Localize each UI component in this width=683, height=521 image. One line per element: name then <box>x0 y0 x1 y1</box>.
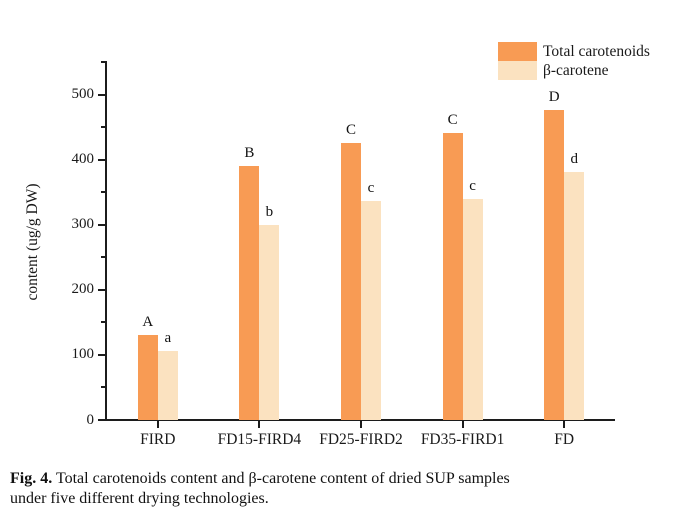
x-tick <box>258 421 261 428</box>
legend-entry-beta-carotene: β-carotene <box>498 61 650 80</box>
y-tick-label: 500 <box>71 86 95 103</box>
y-major-tick <box>98 93 105 96</box>
legend-label-total-carotenoids: Total carotenoids <box>543 42 650 60</box>
x-tick <box>461 421 464 428</box>
x-category-label: FD15-FIRD4 <box>217 431 302 448</box>
y-minor-tick <box>101 191 105 194</box>
legend-label-beta-carotene: β-carotene <box>543 61 609 79</box>
bar-beta-carotene <box>361 200 381 420</box>
caption-text-line1: Total carotenoids content and β-carotene… <box>55 470 510 487</box>
y-tick-label: 300 <box>71 216 95 233</box>
y-tick-label: 400 <box>71 151 95 168</box>
y-minor-tick <box>101 256 105 259</box>
bar-total-carotenoids <box>137 335 158 420</box>
significance-letter: c <box>367 179 375 196</box>
legend-swatch-beta-carotene <box>498 61 537 80</box>
x-category-label: FD25-FIRD2 <box>319 431 403 448</box>
significance-letter: A <box>142 314 154 331</box>
y-minor-tick <box>101 126 105 129</box>
significance-letter: C <box>447 111 458 128</box>
bar-total-carotenoids <box>341 142 361 420</box>
significance-letter: c <box>469 177 476 194</box>
x-category-label: FD <box>554 431 575 448</box>
caption-text-line2: under five different drying technologies… <box>10 489 269 507</box>
x-tick <box>156 421 159 428</box>
y-major-tick <box>98 353 105 356</box>
y-axis-title: content (ug/g DW) <box>24 183 41 301</box>
y-major-tick <box>98 223 105 226</box>
bar-beta-carotene <box>564 172 585 420</box>
y-tick-label: 0 <box>86 411 95 428</box>
x-tick <box>563 421 566 428</box>
x-tick <box>360 421 362 428</box>
bar-total-carotenoids <box>544 110 565 420</box>
bar-total-carotenoids <box>239 166 260 420</box>
bar-beta-carotene <box>259 224 280 420</box>
bar-beta-carotene <box>462 198 483 420</box>
y-minor-tick <box>101 61 105 63</box>
bar-total-carotenoids <box>442 132 463 420</box>
legend-swatch-total-carotenoids <box>498 42 537 61</box>
y-minor-tick <box>101 321 105 324</box>
significance-letter: D <box>548 89 560 106</box>
bar-beta-carotene <box>157 351 178 420</box>
x-category-label: FD35-FIRD1 <box>420 431 505 448</box>
significance-letter: a <box>164 330 172 346</box>
y-tick-label: 100 <box>71 346 95 363</box>
x-category-label: FIRD <box>140 431 176 448</box>
y-major-tick <box>98 288 105 291</box>
y-minor-tick <box>101 386 105 389</box>
y-major-tick <box>98 158 105 161</box>
y-tick-label: 200 <box>71 281 95 298</box>
y-major-tick <box>98 419 105 421</box>
significance-letter: C <box>345 121 356 138</box>
significance-letter: d <box>570 151 578 167</box>
significance-letter: B <box>244 145 255 162</box>
y-axis-line <box>105 61 107 421</box>
legend-entry-total-carotenoids: Total carotenoids <box>498 42 650 61</box>
legend: Total carotenoids β-carotene <box>498 42 650 80</box>
x-axis-line <box>105 419 615 421</box>
caption-figure-number: Fig. 4. <box>10 470 53 487</box>
significance-letter: b <box>265 203 274 220</box>
figure-caption: Fig. 4. Total carotenoids content and β-… <box>10 469 676 508</box>
